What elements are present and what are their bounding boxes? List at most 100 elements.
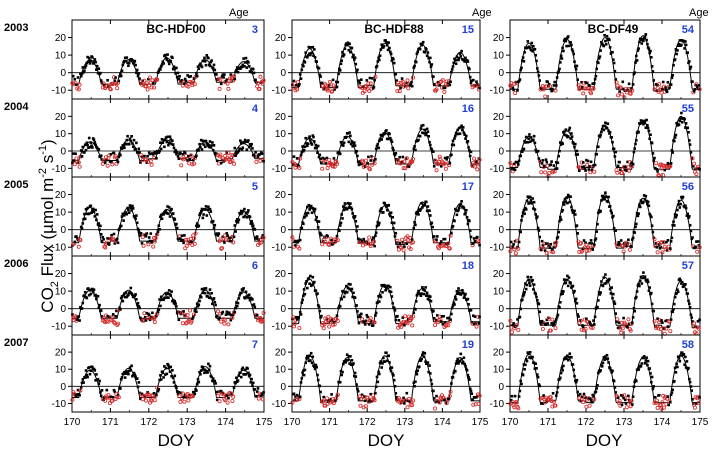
- observed-day-point: [376, 380, 380, 384]
- observed-day-point: [193, 309, 197, 312]
- observed-day-point: [186, 74, 189, 77]
- observed-day-point: [401, 241, 405, 244]
- observed-day-point: [392, 306, 396, 310]
- observed-day-point: [458, 132, 462, 135]
- observed-day-point: [95, 213, 99, 216]
- observed-day-point: [586, 397, 590, 400]
- observed-day-point: [195, 154, 198, 158]
- observed-day-point: [189, 75, 193, 78]
- observed-night-point: [692, 321, 697, 326]
- observed-day-point: [634, 142, 637, 146]
- observed-day-point: [138, 151, 141, 154]
- y-tick-label: 0: [60, 147, 66, 158]
- observed-day-point: [593, 239, 597, 242]
- observed-day-point: [595, 230, 598, 233]
- observed-day-point: [342, 289, 345, 293]
- observed-night-point: [586, 86, 591, 91]
- observed-day-point: [648, 51, 651, 55]
- observed-day-point: [236, 70, 240, 74]
- observed-day-point: [391, 216, 394, 219]
- observed-day-point: [650, 380, 653, 384]
- observed-day-point: [355, 304, 358, 307]
- observed-day-point: [91, 56, 94, 59]
- observed-day-point: [607, 361, 610, 364]
- observed-day-point: [95, 146, 99, 150]
- observed-day-point: [385, 41, 388, 44]
- observed-day-point: [690, 389, 693, 392]
- observed-day-point: [570, 48, 574, 51]
- observed-day-point: [306, 205, 309, 209]
- observed-night-point: [513, 251, 518, 256]
- observed-day-point: [694, 245, 697, 249]
- observed-day-point: [237, 297, 241, 300]
- observed-night-point: [405, 78, 410, 83]
- observed-day-point: [180, 79, 184, 82]
- observed-day-point: [470, 79, 474, 82]
- observed-day-point: [646, 280, 650, 284]
- y-tick-label: -10: [272, 243, 287, 254]
- observed-day-point: [167, 143, 170, 147]
- observed-day-point: [692, 165, 695, 168]
- observed-day-point: [530, 202, 534, 205]
- observed-day-point: [690, 316, 693, 319]
- observed-night-point: [192, 82, 197, 87]
- observed-night-point: [78, 388, 83, 393]
- observed-day-point: [342, 205, 345, 208]
- observed-day-point: [421, 40, 425, 44]
- observed-day-point: [370, 400, 373, 403]
- y-tick-label: 20: [493, 112, 505, 123]
- observed-day-point: [536, 215, 539, 218]
- observed-day-point: [171, 369, 174, 372]
- observed-night-point: [114, 161, 119, 166]
- observed-day-point: [655, 168, 659, 171]
- observed-day-point: [156, 310, 160, 314]
- observed-day-point: [596, 222, 599, 226]
- observed-night-point: [227, 79, 232, 84]
- observed-night-point: [230, 315, 235, 320]
- observed-day-point: [385, 287, 388, 291]
- observed-day-point: [344, 290, 347, 294]
- observed-day-point: [164, 56, 168, 60]
- observed-day-point: [135, 298, 138, 301]
- observed-day-point: [226, 312, 229, 316]
- observed-day-point: [593, 243, 596, 246]
- observed-day-point: [389, 285, 392, 289]
- observed-day-point: [675, 291, 678, 295]
- observed-day-point: [357, 163, 361, 167]
- observed-day-point: [606, 122, 610, 125]
- observed-day-point: [605, 126, 609, 130]
- observed-day-point: [562, 278, 566, 281]
- observed-night-point: [410, 323, 415, 328]
- observed-day-point: [566, 274, 569, 278]
- observed-day-point: [631, 162, 635, 166]
- observed-night-point: [410, 314, 415, 319]
- observed-day-point: [89, 292, 93, 296]
- observed-night-point: [629, 398, 634, 403]
- observed-day-point: [320, 314, 323, 318]
- observed-day-point: [348, 42, 351, 46]
- observed-day-point: [130, 209, 133, 212]
- observed-day-point: [174, 384, 177, 388]
- observed-day-point: [203, 208, 207, 211]
- observed-day-point: [435, 238, 438, 241]
- observed-day-point: [679, 117, 682, 120]
- observed-night-point: [692, 405, 697, 410]
- observed-day-point: [531, 197, 534, 200]
- observed-day-point: [642, 200, 645, 204]
- observed-day-point: [456, 128, 459, 132]
- observed-day-point: [618, 160, 621, 164]
- observed-day-point: [634, 225, 637, 229]
- observed-day-point: [432, 389, 435, 393]
- observed-day-point: [250, 219, 253, 223]
- observed-night-point: [323, 403, 328, 408]
- observed-day-point: [582, 239, 586, 242]
- observed-day-point: [512, 168, 515, 171]
- observed-day-point: [323, 157, 326, 161]
- observed-day-point: [551, 87, 554, 91]
- observed-day-point: [468, 149, 471, 152]
- observed-night-point: [327, 324, 332, 329]
- observed-night-point: [404, 156, 409, 161]
- observed-day-point: [460, 358, 463, 361]
